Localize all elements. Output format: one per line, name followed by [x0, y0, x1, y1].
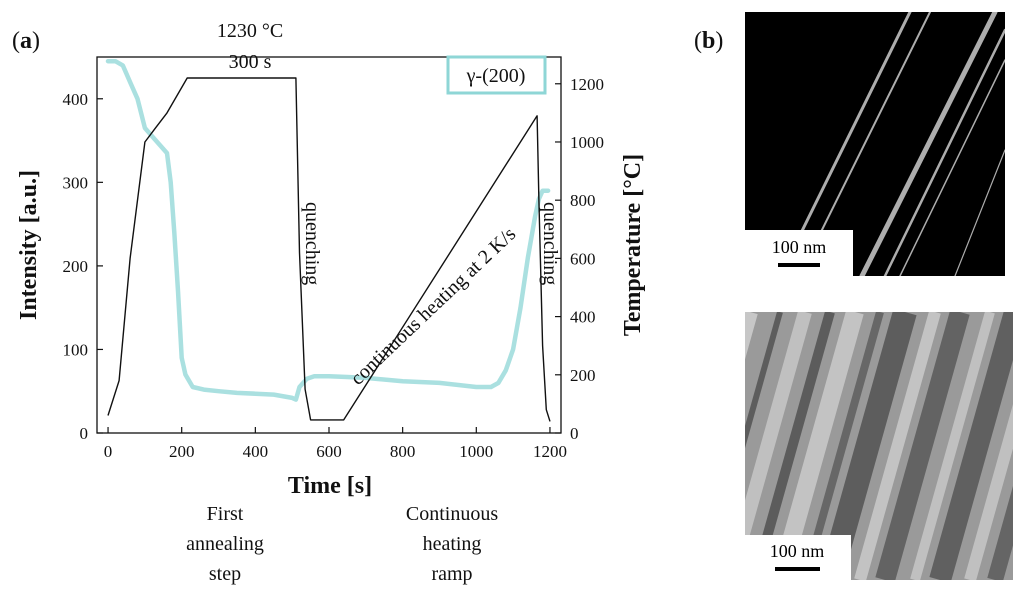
stage-2-line-3: ramp — [431, 563, 472, 585]
right-y-axis-ticks: 0 200 400 600 800 1000 1200 — [555, 75, 604, 443]
dark-field-streak-3 — [859, 12, 998, 276]
dark-field-micrograph: 100 nm — [745, 12, 1005, 276]
x-tick-label-1000: 1000 — [459, 442, 493, 461]
bright-field-streak-13 — [987, 485, 1013, 580]
dark-field-streak-6 — [954, 149, 1005, 276]
panel-b-label: (b) — [694, 28, 723, 54]
bright-field-streak-8 — [854, 312, 941, 580]
left-y-axis-ticks: 0 100 200 300 400 — [63, 90, 103, 443]
bright-field-streak-11 — [929, 312, 1013, 580]
right-y-tick-label-0: 0 — [570, 424, 579, 443]
x-axis-ticks: 0 200 400 600 800 1000 1200 — [104, 427, 567, 461]
bright-field-streak-10 — [910, 312, 995, 580]
x-axis-title: Time [s] — [288, 473, 372, 499]
x-tick-label-0: 0 — [104, 442, 113, 461]
bright-field-streak-3 — [745, 312, 812, 553]
right-y-tick-label-200: 200 — [570, 366, 596, 385]
right-y-tick-label-600: 600 — [570, 249, 596, 268]
dark-field-scale-bar-box — [745, 230, 853, 276]
left-y-tick-label-200: 200 — [63, 257, 89, 276]
bright-field-micrograph: 100 nm — [745, 312, 1024, 580]
bright-field-streak-14 — [1020, 312, 1024, 580]
temperature-series-line — [107, 77, 551, 422]
stage-2-line-2: heating — [423, 533, 482, 555]
bright-field-streak-1 — [745, 312, 758, 360]
x-tick-label-200: 200 — [169, 442, 195, 461]
right-y-tick-label-1000: 1000 — [570, 133, 604, 152]
left-y-tick-label-400: 400 — [63, 90, 89, 109]
x-tick-label-800: 800 — [390, 442, 416, 461]
quenching-label-2: quenching — [539, 202, 561, 285]
chart-panel-a: (a) 0 200 400 600 800 1000 1200 0100200300400 … — [12, 20, 646, 585]
x-tick-label-400: 400 — [243, 442, 269, 461]
quenching-label-1: quenching — [301, 202, 323, 285]
right-y-tick-label-400: 400 — [570, 308, 596, 327]
stage-1-line-1: First — [207, 503, 244, 525]
stage-1-line-2: annealing — [186, 533, 264, 555]
stage-1-line-3: step — [209, 563, 241, 585]
left-y-tick-label-300: 300 — [63, 173, 89, 192]
dark-field-streaks — [798, 12, 1005, 276]
stage-2-line-1: Continuous — [406, 503, 498, 525]
intensity-series-line — [105, 58, 551, 402]
bright-field-streak-2 — [745, 312, 783, 449]
hold-temperature-label: 1230 °C — [217, 20, 283, 42]
left-y-tick-label-100: 100 — [63, 340, 89, 359]
legend-box — [446, 55, 547, 95]
bright-field-streak-9 — [875, 312, 970, 580]
heating-rate-label: continuous heating at 2 K/s — [346, 223, 520, 390]
x-tick-label-1200: 1200 — [533, 442, 567, 461]
right-y-tick-label-1200: 1200 — [570, 75, 604, 94]
dark-field-streak-5 — [899, 59, 1005, 276]
dark-field-streak-1 — [798, 12, 912, 237]
bright-field-scale-bar-box — [745, 535, 851, 580]
right-y-tick-label-800: 800 — [570, 191, 596, 210]
dark-field-streak-4 — [883, 28, 1005, 276]
bright-field-scale-label: 100 nm — [770, 541, 825, 561]
panel-b-letter: b — [702, 28, 715, 54]
bright-field-streak-12 — [964, 404, 1013, 580]
hold-time-label: 300 s — [229, 51, 272, 73]
stage-2-label: Continuous heating ramp — [406, 503, 498, 585]
legend-label: γ-(200) — [466, 65, 526, 87]
x-tick-label-600: 600 — [316, 442, 342, 461]
dark-field-scale-label: 100 nm — [772, 237, 827, 257]
left-y-axis-title: Intensity [a.u.] — [16, 170, 42, 320]
panel-a-letter: a — [20, 28, 32, 54]
panel-a-label: (a) — [12, 28, 40, 54]
dark-field-streak-2 — [811, 12, 931, 251]
right-y-axis-title: Temperature [°C] — [620, 154, 646, 336]
micrograph-panel-b: (b) 100 nm 100 nm — [694, 12, 1024, 580]
left-y-tick-label-0: 0 — [80, 424, 89, 443]
bright-field-streaks — [745, 312, 1024, 580]
stage-1-label: First annealing step — [186, 503, 264, 585]
